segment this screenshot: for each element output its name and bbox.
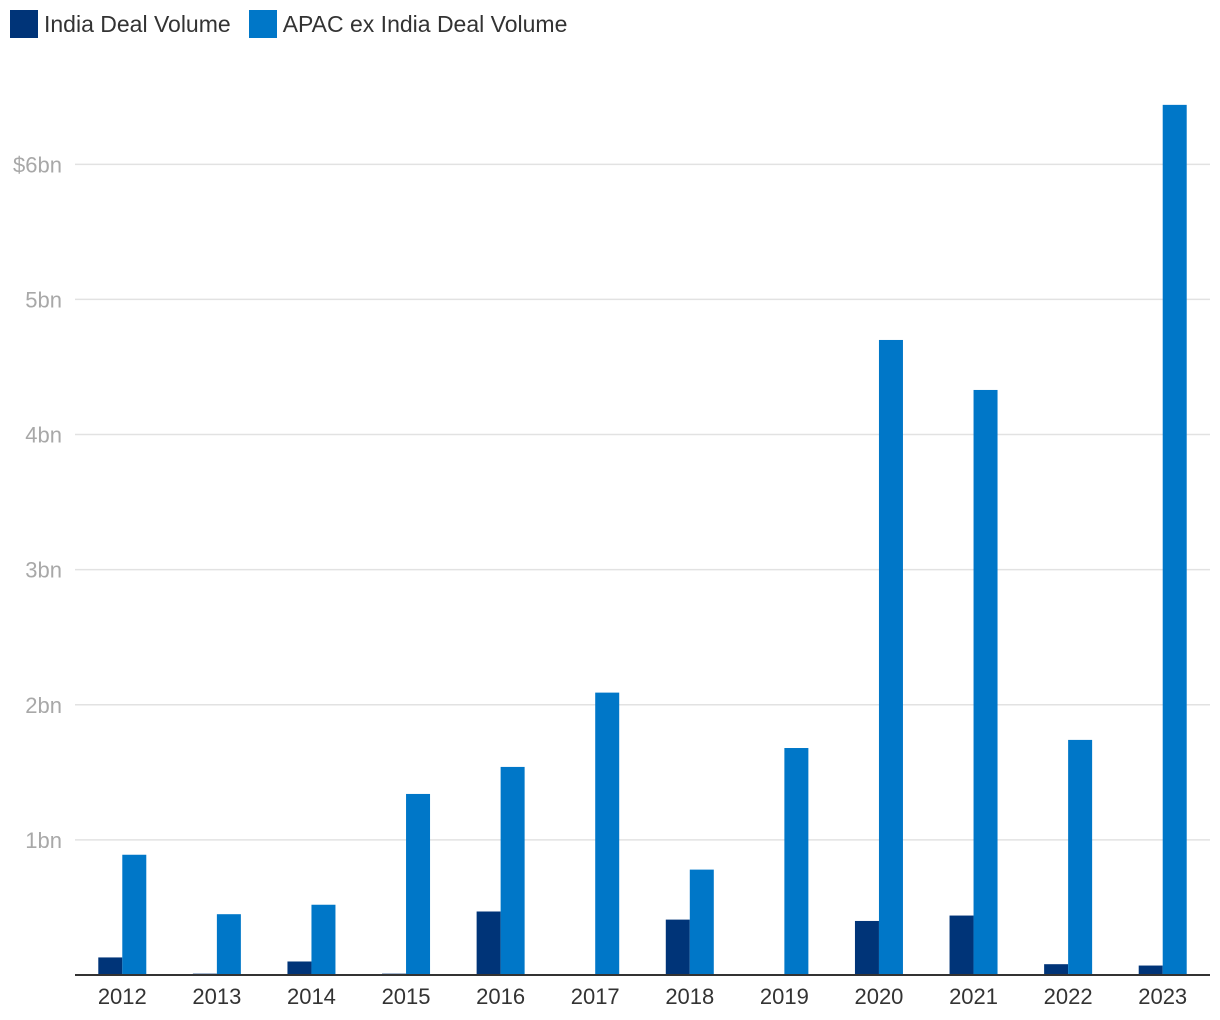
bar-apac-2023[interactable]	[1162, 104, 1187, 975]
x-tick-label: 2019	[760, 984, 809, 1009]
bar-india-2023[interactable]	[1138, 965, 1163, 975]
bar-apac-2021[interactable]	[973, 389, 998, 975]
bar-apac-2019[interactable]	[784, 748, 809, 975]
x-tick-label: 2016	[476, 984, 525, 1009]
bar-apac-2013[interactable]	[216, 914, 241, 975]
bar-apac-2018[interactable]	[689, 869, 714, 975]
legend-swatch-apac	[248, 10, 277, 38]
bar-india-2020[interactable]	[854, 920, 879, 975]
legend: India Deal Volume APAC ex India Deal Vol…	[10, 10, 567, 38]
x-tick-label: 2018	[665, 984, 714, 1009]
legend-item-india[interactable]: India Deal Volume	[10, 10, 231, 38]
x-tick-label: 2017	[571, 984, 620, 1009]
y-tick-label: 1bn	[25, 828, 62, 853]
x-tick-label: 2012	[98, 984, 147, 1009]
x-tick-label: 2013	[192, 984, 241, 1009]
bar-apac-2016[interactable]	[500, 766, 525, 975]
bar-india-2012[interactable]	[98, 957, 123, 975]
legend-swatch-india	[10, 10, 38, 38]
legend-label-apac: APAC ex India Deal Volume	[282, 10, 568, 37]
bar-apac-2020[interactable]	[878, 339, 903, 976]
y-tick-label: 5bn	[25, 287, 62, 312]
x-tick-label: 2020	[854, 984, 903, 1009]
bar-apac-2017[interactable]	[595, 692, 620, 975]
y-tick-label: 3bn	[25, 558, 62, 583]
bar-apac-2012[interactable]	[122, 854, 147, 975]
bar-apac-2014[interactable]	[311, 904, 336, 975]
legend-item-apac[interactable]: APAC ex India Deal Volume	[248, 10, 568, 38]
x-tick-label: 2022	[1044, 984, 1093, 1009]
bar-apac-2015[interactable]	[406, 793, 431, 975]
bar-india-2016[interactable]	[476, 911, 501, 975]
bar-apac-2022[interactable]	[1068, 739, 1093, 975]
bar-india-2018[interactable]	[665, 919, 690, 975]
x-tick-label: 2014	[287, 984, 336, 1009]
bar-india-2021[interactable]	[949, 915, 974, 975]
x-tick-label: 2023	[1138, 984, 1187, 1009]
legend-label-india: India Deal Volume	[44, 10, 231, 37]
y-tick-label: $6bn	[13, 152, 62, 177]
x-tick-label: 2015	[382, 984, 431, 1009]
bar-india-2014[interactable]	[287, 961, 312, 975]
bar-india-2022[interactable]	[1044, 964, 1069, 975]
y-tick-label: 4bn	[25, 423, 62, 448]
y-tick-label: 2bn	[25, 693, 62, 718]
x-tick-label: 2021	[949, 984, 998, 1009]
